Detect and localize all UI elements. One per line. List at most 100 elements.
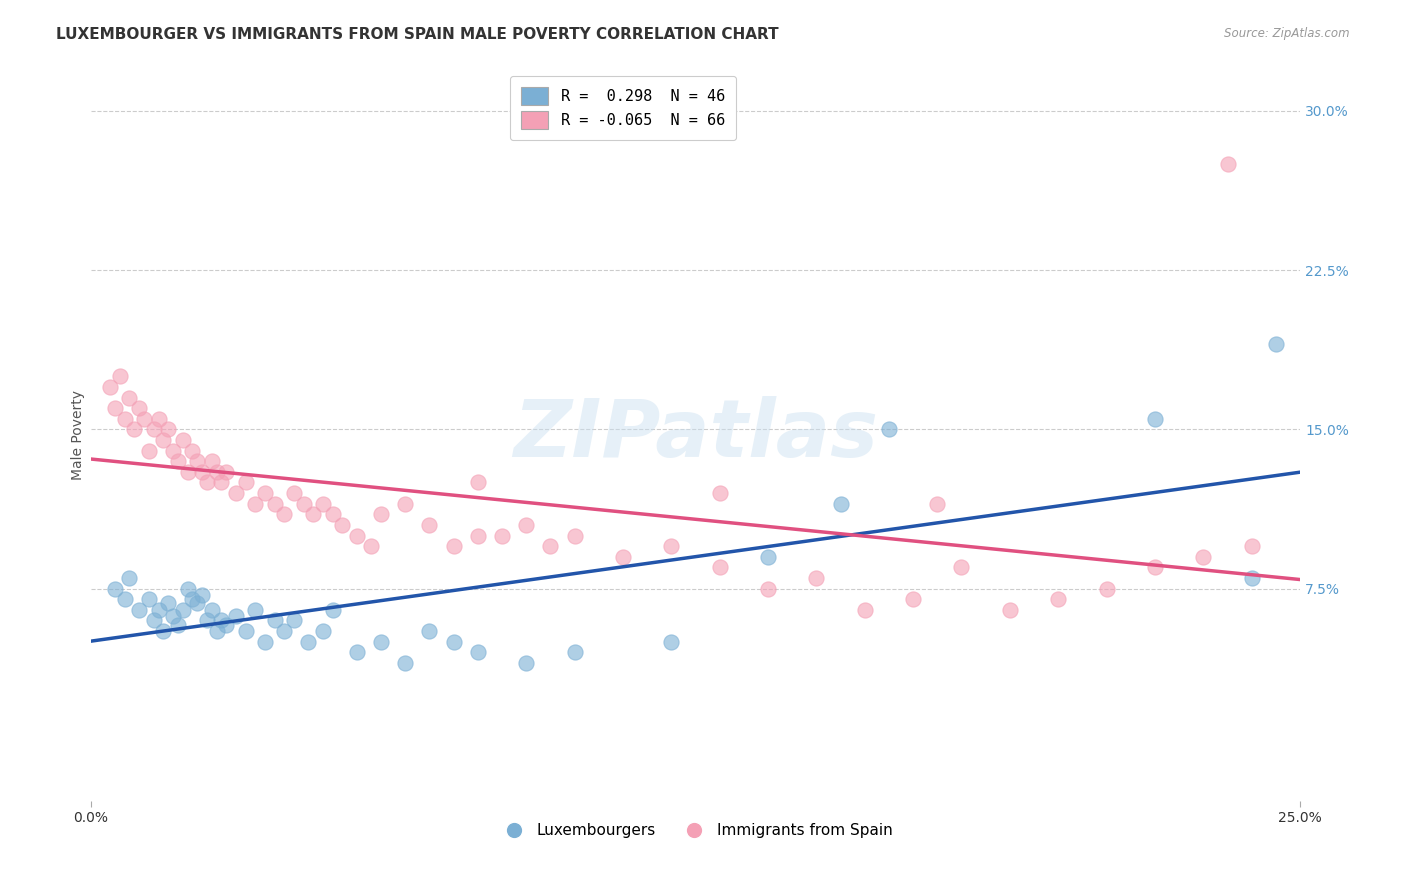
Point — [209, 475, 232, 490]
Point — [263, 614, 285, 628]
Point — [128, 603, 150, 617]
Point — [181, 443, 204, 458]
Point — [191, 465, 214, 479]
Point — [1240, 571, 1263, 585]
Point — [346, 645, 368, 659]
Point — [181, 592, 204, 607]
Point — [1143, 560, 1166, 574]
Point — [253, 634, 276, 648]
Point — [467, 528, 489, 542]
Point — [98, 380, 121, 394]
Point — [245, 497, 267, 511]
Point — [195, 614, 218, 628]
Point — [273, 624, 295, 638]
Point — [538, 539, 561, 553]
Point — [167, 617, 190, 632]
Point — [186, 597, 208, 611]
Point — [491, 528, 513, 542]
Text: ZIPatlas: ZIPatlas — [513, 396, 877, 474]
Point — [148, 411, 170, 425]
Point — [330, 517, 353, 532]
Point — [176, 582, 198, 596]
Point — [215, 465, 238, 479]
Point — [191, 588, 214, 602]
Point — [443, 539, 465, 553]
Point — [394, 656, 416, 670]
Point — [245, 603, 267, 617]
Point — [108, 369, 131, 384]
Point — [418, 624, 440, 638]
Point — [1047, 592, 1070, 607]
Point — [806, 571, 828, 585]
Point — [312, 624, 335, 638]
Point — [142, 422, 165, 436]
Point — [138, 443, 160, 458]
Point — [157, 422, 180, 436]
Legend: Luxembourgers, Immigrants from Spain: Luxembourgers, Immigrants from Spain — [492, 817, 898, 845]
Point — [195, 475, 218, 490]
Point — [564, 528, 586, 542]
Point — [209, 614, 232, 628]
Point — [292, 497, 315, 511]
Point — [215, 617, 238, 632]
Point — [927, 497, 949, 511]
Point — [152, 624, 174, 638]
Point — [659, 634, 682, 648]
Point — [1143, 411, 1166, 425]
Point — [176, 465, 198, 479]
Point — [756, 582, 779, 596]
Point — [467, 645, 489, 659]
Y-axis label: Male Poverty: Male Poverty — [72, 390, 86, 480]
Point — [564, 645, 586, 659]
Point — [360, 539, 382, 553]
Point — [167, 454, 190, 468]
Point — [114, 592, 136, 607]
Text: LUXEMBOURGER VS IMMIGRANTS FROM SPAIN MALE POVERTY CORRELATION CHART: LUXEMBOURGER VS IMMIGRANTS FROM SPAIN MA… — [56, 27, 779, 42]
Point — [152, 433, 174, 447]
Point — [515, 517, 537, 532]
Point — [225, 609, 247, 624]
Point — [142, 614, 165, 628]
Point — [124, 422, 146, 436]
Point — [263, 497, 285, 511]
Point — [297, 634, 319, 648]
Point — [283, 614, 305, 628]
Point — [302, 508, 325, 522]
Point — [162, 443, 184, 458]
Point — [118, 391, 141, 405]
Point — [322, 508, 344, 522]
Point — [172, 603, 194, 617]
Point — [877, 422, 900, 436]
Point — [186, 454, 208, 468]
Point — [283, 486, 305, 500]
Point — [370, 508, 392, 522]
Point — [138, 592, 160, 607]
Point — [322, 603, 344, 617]
Point — [467, 475, 489, 490]
Point — [709, 486, 731, 500]
Point — [1216, 157, 1239, 171]
Point — [370, 634, 392, 648]
Point — [205, 465, 228, 479]
Point — [709, 560, 731, 574]
Point — [114, 411, 136, 425]
Point — [346, 528, 368, 542]
Point — [853, 603, 876, 617]
Point — [1264, 337, 1286, 351]
Point — [162, 609, 184, 624]
Point — [235, 475, 257, 490]
Text: Source: ZipAtlas.com: Source: ZipAtlas.com — [1225, 27, 1350, 40]
Point — [756, 549, 779, 564]
Point — [612, 549, 634, 564]
Point — [104, 582, 127, 596]
Point — [225, 486, 247, 500]
Point — [418, 517, 440, 532]
Point — [659, 539, 682, 553]
Point — [128, 401, 150, 416]
Point — [253, 486, 276, 500]
Point — [1192, 549, 1215, 564]
Point — [172, 433, 194, 447]
Point — [950, 560, 973, 574]
Point — [830, 497, 852, 511]
Point — [273, 508, 295, 522]
